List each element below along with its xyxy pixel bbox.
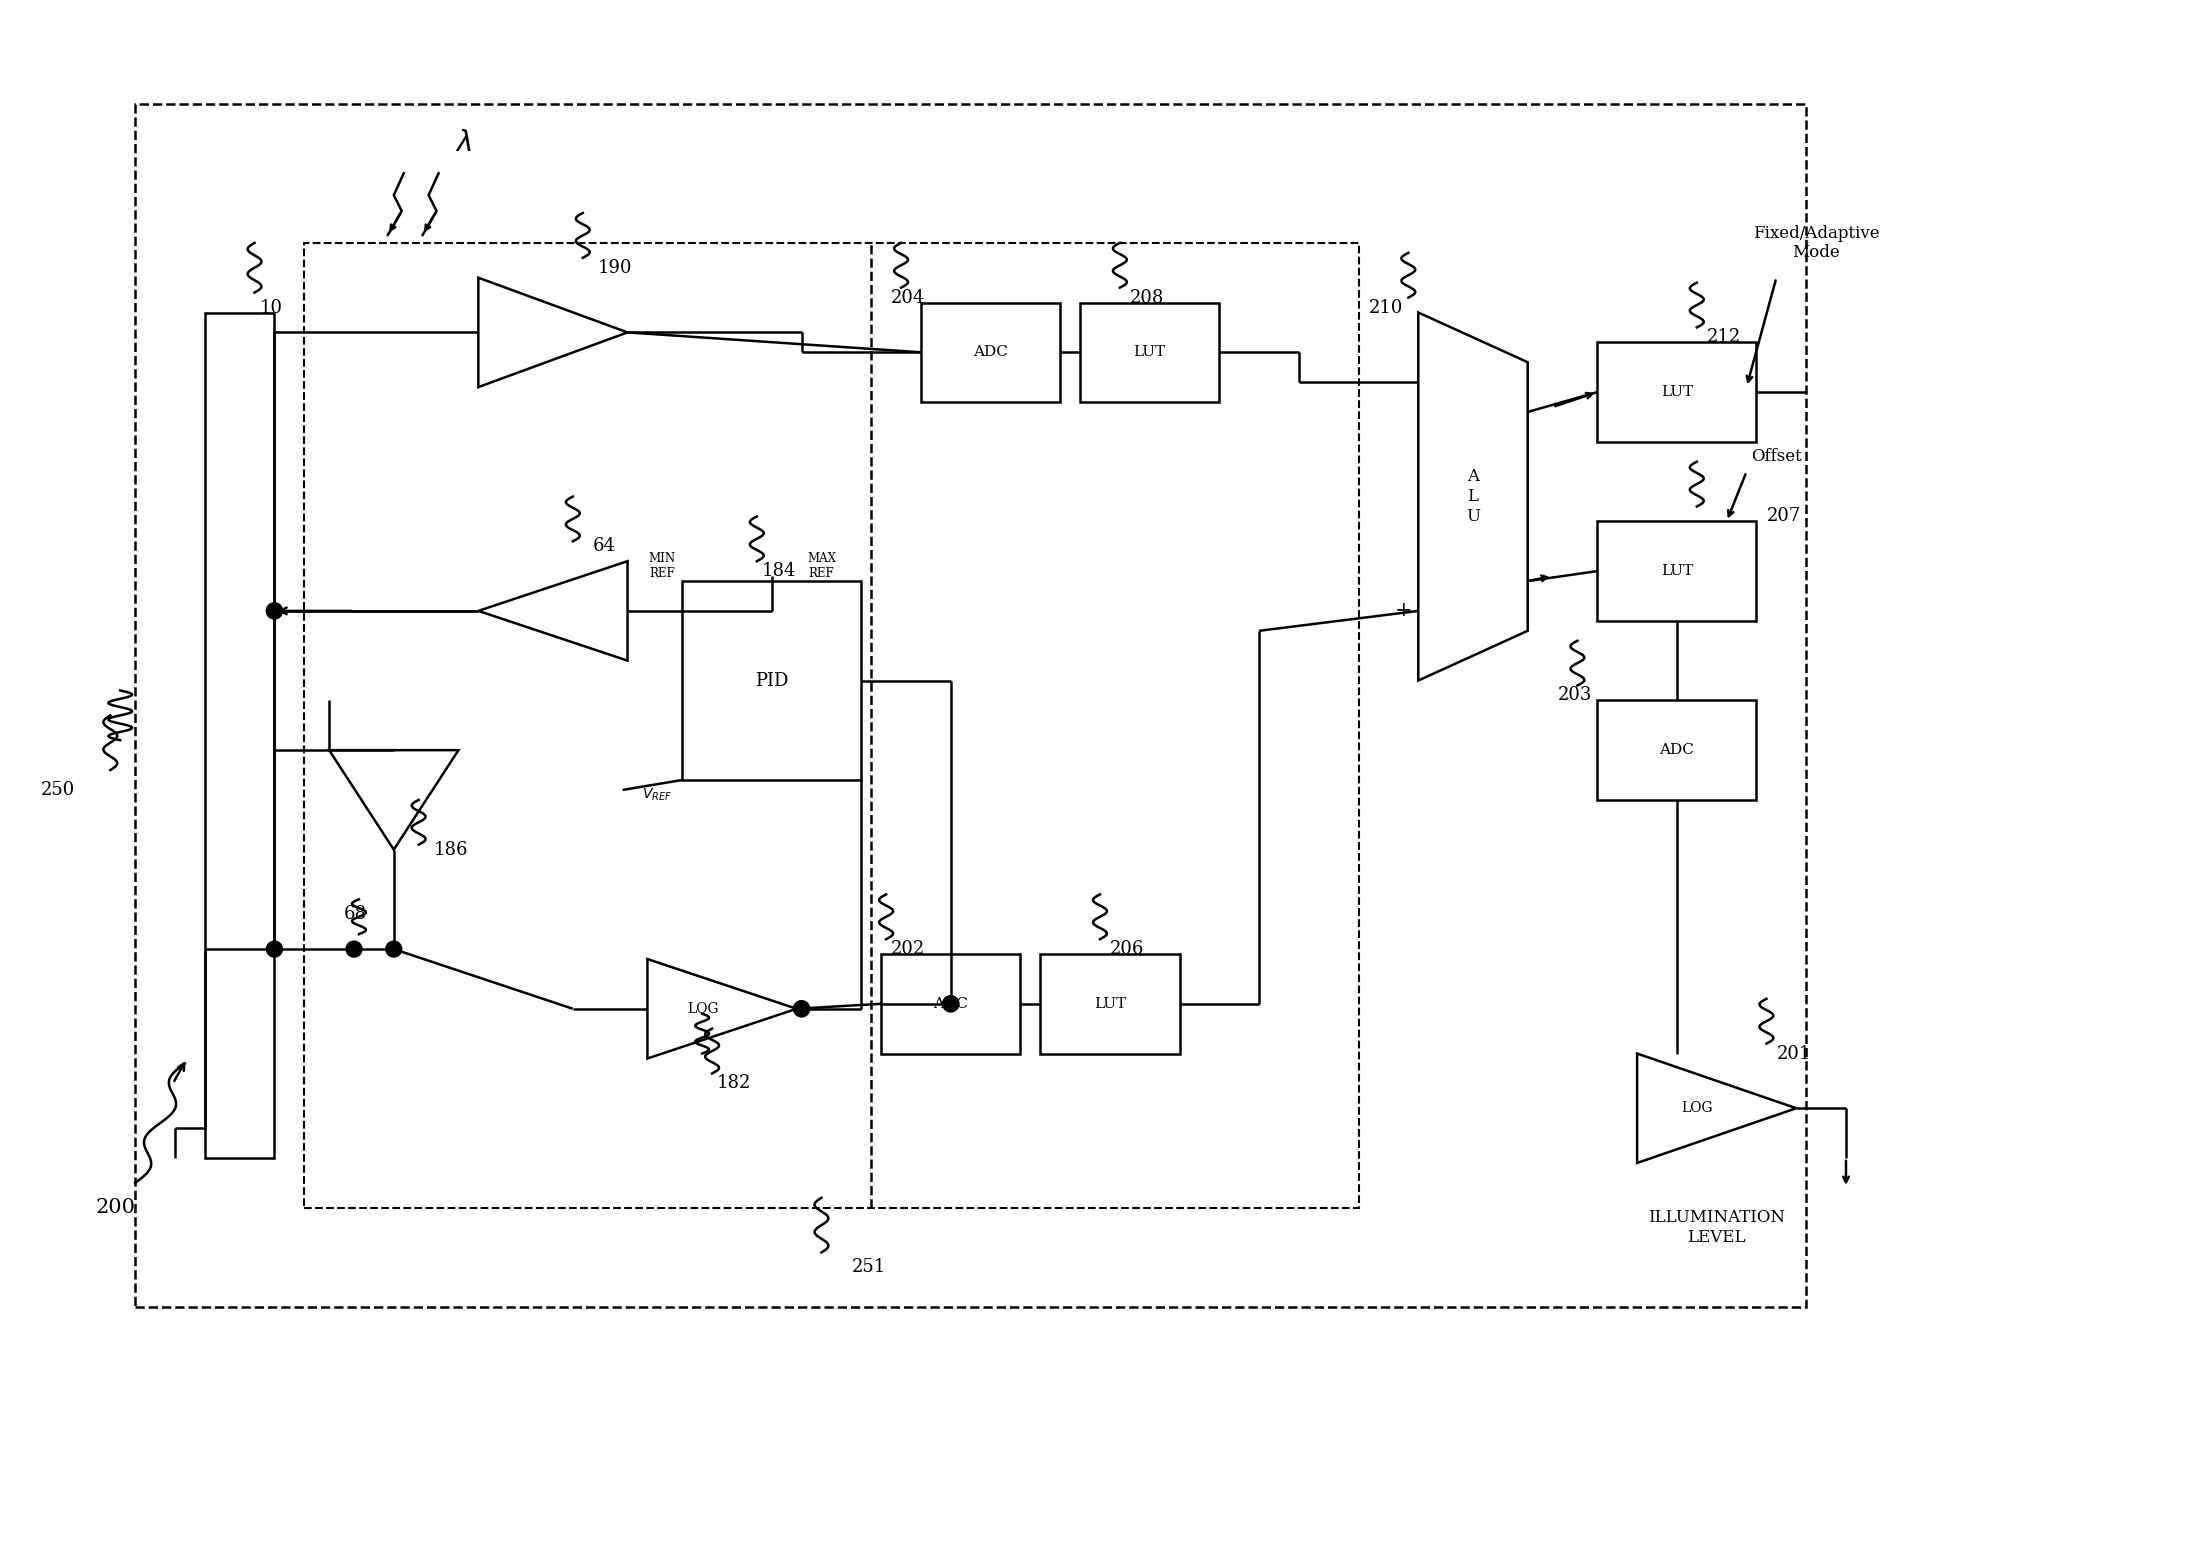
Text: Offset: Offset [1751, 448, 1802, 465]
Text: 201: 201 [1775, 1045, 1811, 1062]
Text: 190: 190 [598, 259, 631, 276]
Text: MIN
REF: MIN REF [649, 552, 675, 580]
Text: 64: 64 [592, 537, 616, 555]
Text: LUT: LUT [1093, 997, 1126, 1011]
Bar [682, 580, 860, 780]
Text: ADC: ADC [972, 345, 1008, 359]
Text: 251: 251 [851, 1259, 887, 1276]
Text: LUT: LUT [1661, 565, 1694, 579]
Text: 207: 207 [1767, 507, 1800, 526]
Bar [1041, 955, 1179, 1053]
Circle shape [266, 941, 282, 956]
Circle shape [944, 995, 959, 1012]
Text: 250: 250 [40, 782, 75, 799]
Circle shape [794, 1002, 810, 1017]
Bar [205, 312, 275, 1158]
Text: LOG: LOG [689, 1002, 719, 1016]
Text: $V_{REF}$: $V_{REF}$ [642, 786, 673, 803]
Text: ILLUMINATION
LEVEL: ILLUMINATION LEVEL [1648, 1209, 1784, 1246]
Text: 212: 212 [1707, 328, 1740, 346]
Text: 210: 210 [1368, 298, 1404, 317]
Polygon shape [330, 750, 458, 850]
Polygon shape [477, 278, 627, 387]
Bar [1597, 700, 1756, 800]
Bar [1597, 342, 1756, 441]
Circle shape [345, 941, 363, 956]
Text: 203: 203 [1558, 686, 1593, 705]
Circle shape [794, 1002, 810, 1017]
Text: $\lambda$: $\lambda$ [455, 129, 471, 158]
Polygon shape [1637, 1053, 1795, 1162]
Text: PID: PID [755, 671, 788, 690]
Text: 184: 184 [761, 562, 796, 580]
Text: 68: 68 [343, 905, 367, 924]
Text: LUT: LUT [1133, 345, 1166, 359]
Circle shape [385, 941, 403, 956]
Text: 182: 182 [717, 1075, 752, 1092]
Polygon shape [477, 562, 627, 660]
Text: 186: 186 [433, 841, 469, 858]
Text: LOG: LOG [1681, 1101, 1712, 1115]
Text: 204: 204 [891, 289, 926, 307]
Bar [1080, 303, 1219, 402]
Text: 202: 202 [891, 941, 926, 958]
Text: 200: 200 [95, 1198, 136, 1217]
Bar [1597, 521, 1756, 621]
Text: MAX
REF: MAX REF [807, 552, 836, 580]
Text: LUT: LUT [1661, 385, 1694, 399]
Text: 208: 208 [1131, 289, 1164, 307]
Text: +: + [1395, 602, 1412, 621]
Circle shape [266, 604, 282, 619]
Circle shape [266, 604, 282, 619]
Polygon shape [647, 959, 796, 1059]
Text: Fixed/Adaptive
Mode: Fixed/Adaptive Mode [1753, 225, 1879, 261]
Polygon shape [1419, 312, 1527, 680]
Text: 10: 10 [260, 298, 282, 317]
Text: -: - [1399, 373, 1406, 392]
Text: A
L
U: A L U [1465, 468, 1481, 524]
Bar [304, 243, 1360, 1207]
Bar [922, 303, 1060, 402]
Circle shape [944, 995, 959, 1012]
Bar [882, 955, 1021, 1053]
Text: ADC: ADC [933, 997, 968, 1011]
Text: 206: 206 [1111, 941, 1144, 958]
Text: ADC: ADC [1659, 743, 1694, 757]
Bar [134, 103, 1806, 1307]
